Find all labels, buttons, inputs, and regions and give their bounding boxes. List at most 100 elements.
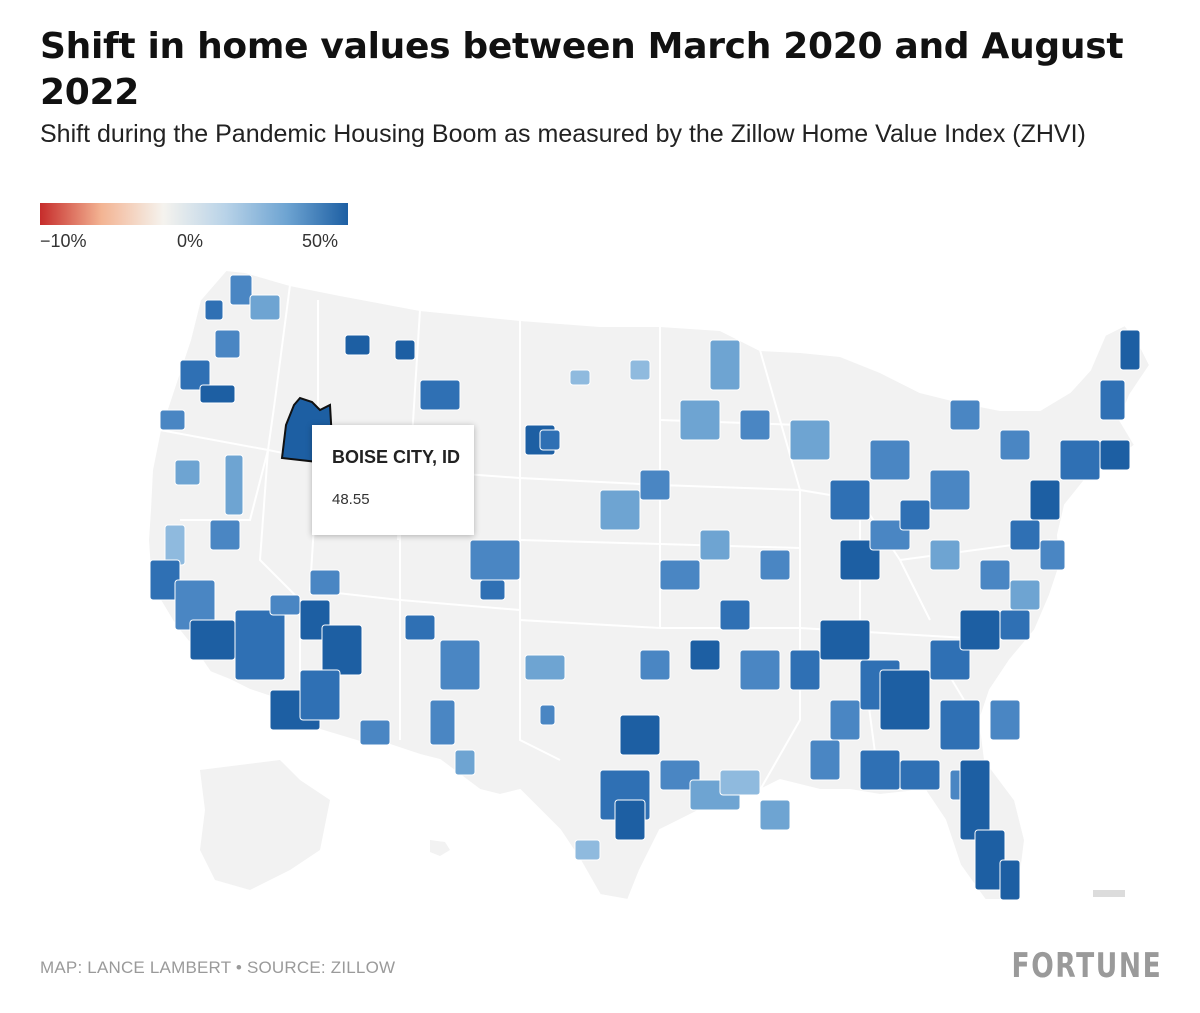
metro-region[interactable]	[321, 624, 363, 676]
metro-region[interactable]	[899, 499, 931, 531]
metro-region[interactable]	[959, 759, 991, 841]
metro-region[interactable]	[1099, 379, 1126, 421]
metro-region[interactable]	[859, 749, 901, 791]
metro-region[interactable]	[829, 479, 871, 521]
metro-region[interactable]	[229, 274, 253, 306]
metro-region[interactable]	[999, 429, 1031, 461]
metro-region[interactable]	[679, 399, 721, 441]
metro-region[interactable]	[234, 609, 286, 681]
metro-region[interactable]	[929, 639, 971, 681]
metro-region[interactable]	[929, 469, 971, 511]
metro-region[interactable]	[599, 489, 641, 531]
metro-region[interactable]	[639, 469, 671, 501]
metro-region[interactable]	[759, 549, 791, 581]
metro-region[interactable]	[214, 329, 241, 359]
metro-region[interactable]	[869, 439, 911, 481]
legend-label-mid: 0%	[177, 231, 204, 251]
metro-region[interactable]	[159, 409, 186, 431]
metro-region[interactable]	[179, 359, 211, 391]
metro-region[interactable]	[189, 619, 236, 661]
metro-region[interactable]	[539, 429, 561, 451]
metro-region[interactable]	[879, 669, 931, 731]
metro-region[interactable]	[939, 699, 981, 751]
metro-region[interactable]	[999, 609, 1031, 641]
metro-region[interactable]	[789, 419, 831, 461]
metro-region[interactable]	[899, 759, 941, 791]
metro-region[interactable]	[204, 299, 224, 321]
metro-region[interactable]	[619, 714, 661, 756]
metro-region[interactable]	[819, 619, 871, 661]
fortune-logo: FORTUNE	[1011, 946, 1162, 986]
metro-region[interactable]	[404, 614, 436, 641]
metro-region[interactable]	[299, 669, 341, 721]
metro-region[interactable]	[689, 639, 721, 671]
metro-region[interactable]	[809, 739, 841, 781]
metro-region[interactable]	[524, 654, 566, 681]
metro-region[interactable]	[1039, 539, 1066, 571]
metro-region[interactable]	[479, 579, 506, 601]
metro-region[interactable]	[629, 359, 651, 381]
metro-region[interactable]	[1059, 439, 1101, 481]
metro-region[interactable]	[614, 799, 646, 841]
metro-region[interactable]	[539, 704, 556, 726]
tooltip-value: 48.55	[332, 491, 370, 508]
chart-title: Shift in home values between March 2020 …	[40, 26, 1124, 113]
metro-region[interactable]	[359, 719, 391, 746]
metro-region[interactable]	[394, 339, 416, 361]
metro-region[interactable]	[1009, 579, 1041, 611]
metro-region[interactable]	[269, 594, 301, 616]
source-credit: MAP: LANCE LAMBERT • SOURCE: ZILLOW	[40, 958, 396, 977]
state-border	[519, 620, 561, 761]
metro-region[interactable]	[199, 384, 236, 404]
metro-region[interactable]	[569, 369, 591, 386]
metro-region[interactable]	[949, 399, 981, 431]
puerto-rico-shape	[1093, 890, 1125, 897]
legend-gradient-bar	[40, 203, 348, 225]
metro-region[interactable]	[929, 539, 961, 571]
metro-region[interactable]	[429, 699, 456, 746]
metro-region[interactable]	[999, 859, 1021, 901]
metro-region[interactable]	[839, 539, 881, 581]
metro-region[interactable]	[419, 379, 461, 411]
tooltip-title: BOISE CITY, ID	[332, 447, 461, 467]
metro-region[interactable]	[1099, 439, 1131, 471]
metro-region[interactable]	[1029, 479, 1061, 521]
metro-region[interactable]	[344, 334, 371, 356]
metro-region[interactable]	[469, 539, 521, 581]
metro-region[interactable]	[174, 459, 201, 486]
tooltip: BOISE CITY, ID 48.55	[312, 425, 474, 535]
color-legend: −10% 0% 50%	[40, 203, 350, 253]
metro-region[interactable]	[719, 599, 751, 631]
us-choropleth-map[interactable]	[0, 255, 1200, 925]
metro-region[interactable]	[309, 569, 341, 596]
metro-region[interactable]	[979, 559, 1011, 591]
metro-region[interactable]	[574, 839, 601, 861]
metro-region[interactable]	[439, 639, 481, 691]
metro-region[interactable]	[739, 649, 781, 691]
metro-region[interactable]	[659, 559, 701, 591]
metro-region[interactable]	[829, 699, 861, 741]
metro-region[interactable]	[224, 454, 244, 516]
puerto-rico	[1093, 890, 1125, 897]
metro-region[interactable]	[164, 524, 186, 566]
metro-region[interactable]	[1009, 519, 1041, 551]
metro-region[interactable]	[639, 649, 671, 681]
state-border	[180, 449, 269, 521]
hawaii-shape	[430, 840, 450, 856]
metro-region[interactable]	[709, 339, 741, 391]
metro-region[interactable]	[759, 799, 791, 831]
legend-label-max: 50%	[302, 231, 339, 251]
metro-region[interactable]	[739, 409, 771, 441]
state-border	[519, 539, 801, 549]
metro-region[interactable]	[959, 609, 1001, 651]
chart-subtitle: Shift during the Pandemic Housing Boom a…	[40, 120, 1086, 148]
metro-region[interactable]	[719, 769, 761, 796]
metro-region[interactable]	[989, 699, 1021, 741]
metro-region[interactable]	[699, 529, 731, 561]
metro-region[interactable]	[789, 649, 821, 691]
metro-region[interactable]	[454, 749, 476, 776]
legend-label-min: −10%	[40, 231, 87, 251]
metro-region[interactable]	[249, 294, 281, 321]
metro-region[interactable]	[209, 519, 241, 551]
metro-region[interactable]	[1119, 329, 1141, 371]
